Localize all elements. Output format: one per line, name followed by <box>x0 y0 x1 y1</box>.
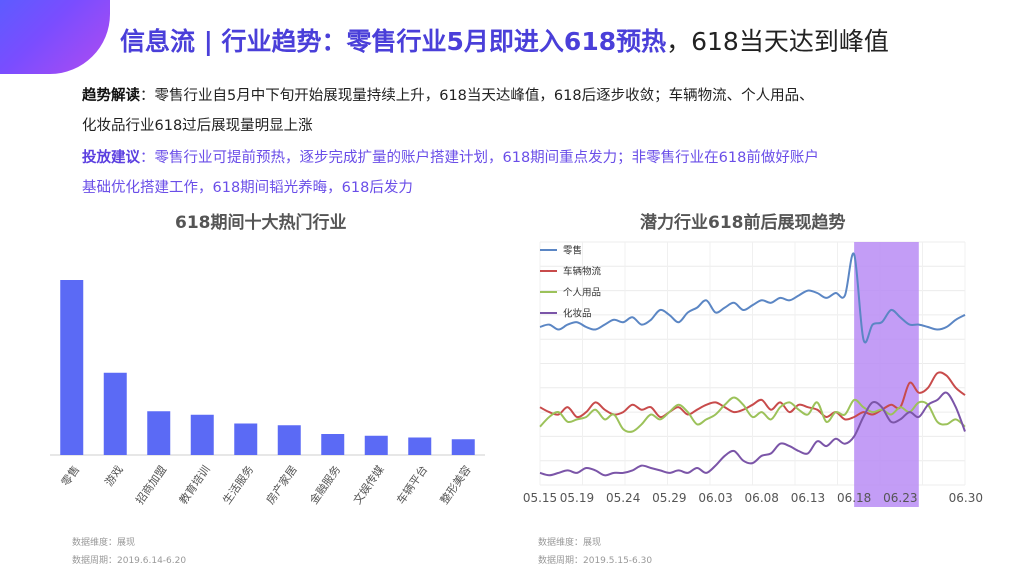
advice-text-2: 基础优化搭建工作，618期间韬光养晦，618后发力 <box>82 180 413 196</box>
bar-chart-title: 618期间十大热门行业 <box>175 213 347 233</box>
x-tick-label: 06.13 <box>791 491 825 505</box>
left-data-dimension: 数据维度：展现 <box>72 538 136 548</box>
placement-advice: 投放建议：零售行业可提前预热，逐步完成扩量的账户搭建计划，618期间重点发力；非… <box>82 143 819 203</box>
line-chart-title: 潜力行业618前后展现趋势 <box>640 213 846 233</box>
series-line <box>539 252 966 344</box>
bar-chart: 零售 游戏 招商加盟 教育培训 生活服务 房产家居 金融服务 文娱传媒 车辆平台 整形美容 <box>50 280 485 507</box>
bar <box>147 411 171 455</box>
page-title-rest: ，618当天达到峰值 <box>666 27 889 56</box>
x-tick-label: 06.18 <box>837 491 871 505</box>
bar <box>190 414 214 455</box>
series-line <box>539 371 966 421</box>
bar <box>234 423 258 455</box>
bar-category-label: 文娱传媒 <box>350 463 387 507</box>
trend-interpretation: 趋势解读：零售行业自5月中下旬开始展现量持续上升，618当天达峰值，618后逐步… <box>82 81 814 141</box>
bar-category-label: 游戏 <box>102 463 125 488</box>
bar-category-label: 零售 <box>58 463 82 489</box>
series-line <box>539 391 966 477</box>
advice-label: 投放建议 <box>82 150 140 166</box>
series-line <box>539 396 966 433</box>
trend-text-1: ：零售行业自5月中下旬开始展现量持续上升，618当天达峰值，618后逐步收敛；车… <box>140 88 814 104</box>
trend-label: 趋势解读 <box>82 88 140 104</box>
trend-text-2: 化妆品行业618过后展现量明显上涨 <box>82 118 313 134</box>
legend-label: 零售 <box>563 245 582 257</box>
x-tick-label: 06.08 <box>745 491 779 505</box>
legend-label: 个人用品 <box>563 288 601 299</box>
x-tick-label: 05.29 <box>652 491 686 505</box>
x-tick-label: 05.19 <box>560 491 594 505</box>
highlight-band-618 <box>854 242 919 507</box>
x-tick-label: 05.24 <box>606 491 640 505</box>
bar-category-label: 教育培训 <box>176 463 213 507</box>
x-tick-label: 06.03 <box>698 491 732 505</box>
bar-category-label: 金融服务 <box>307 463 344 507</box>
bar-category-label: 车辆平台 <box>394 463 431 507</box>
advice-text-1: ：零售行业可提前预热，逐步完成扩量的账户搭建计划，618期间重点发力；非零售行业… <box>140 150 819 166</box>
bar <box>103 372 127 455</box>
legend-label: 化妆品 <box>563 308 592 320</box>
bar <box>408 437 432 455</box>
x-tick-label: 06.23 <box>883 491 917 505</box>
legend-label: 车辆物流 <box>563 266 602 278</box>
bar <box>60 280 84 455</box>
bar <box>364 435 388 455</box>
bar-category-label: 生活服务 <box>220 463 257 507</box>
bar-category-label: 房产家居 <box>263 463 300 507</box>
right-data-period: 数据周期：2019.5.15-6.30 <box>538 556 653 566</box>
left-data-period: 数据周期：2019.6.14-6.20 <box>72 556 187 566</box>
bar-category-label: 招商加盟 <box>133 463 170 507</box>
bar <box>451 439 475 455</box>
bar <box>321 434 345 455</box>
x-tick-label: 06.30 <box>949 491 983 505</box>
page-title-strong: 信息流 | 行业趋势：零售行业5月即进入618预热 <box>120 27 667 56</box>
bar-category-label: 整形美容 <box>437 463 474 507</box>
bar <box>277 425 301 455</box>
page-title: 信息流 | 行业趋势：零售行业5月即进入618预热，618当天达到峰值 <box>120 22 889 58</box>
right-data-dimension: 数据维度：展现 <box>538 538 602 548</box>
x-tick-label: 05.15 <box>523 491 557 505</box>
